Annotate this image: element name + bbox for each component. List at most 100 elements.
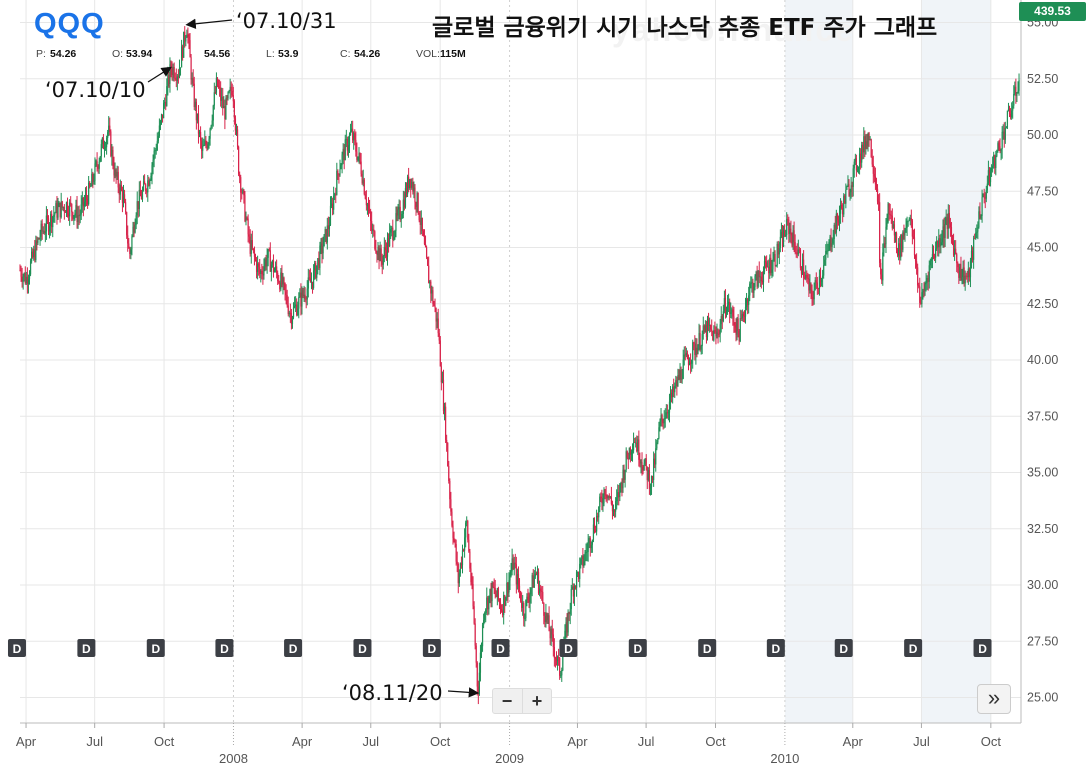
scroll-right-button[interactable]: » <box>977 684 1011 714</box>
candle-body <box>935 248 937 258</box>
candle-body <box>771 269 773 273</box>
candle-body <box>223 105 225 109</box>
candle-body <box>265 259 267 267</box>
candle-body <box>197 113 200 134</box>
y-tick-label: 42.50 <box>1027 297 1058 311</box>
candle-body <box>936 241 938 249</box>
candle-body <box>37 238 39 243</box>
candle-body <box>917 267 919 286</box>
candle-body <box>648 470 651 489</box>
dividend-marker-box <box>973 639 992 657</box>
candle-body <box>393 237 395 240</box>
candle-body <box>860 153 862 163</box>
candle-body <box>93 180 95 182</box>
candle-body <box>528 600 530 603</box>
candle-body <box>639 459 641 464</box>
candle-body <box>19 270 21 271</box>
candle-body <box>922 290 924 293</box>
candle-body <box>187 34 189 37</box>
candle-body <box>998 143 1000 147</box>
candle-body <box>841 204 843 208</box>
candle-body <box>238 146 240 175</box>
candle-body <box>797 249 799 255</box>
candle-body <box>906 221 908 229</box>
candle-body <box>875 184 878 189</box>
candle-body <box>541 591 543 592</box>
candle-body <box>122 194 125 203</box>
candle-body <box>861 144 863 163</box>
candle-body <box>655 448 657 465</box>
candle-body <box>39 236 41 240</box>
candle-body <box>323 234 325 247</box>
candle-body <box>778 248 780 255</box>
candle-body <box>774 254 776 266</box>
candle-body <box>999 146 1001 152</box>
dividend-marker-label: D <box>428 642 437 656</box>
dividend-marker-box <box>77 639 96 657</box>
candle-body <box>716 332 718 337</box>
candle-body <box>120 184 122 191</box>
candle-body <box>720 315 722 325</box>
candle-body <box>945 217 947 225</box>
candle-body <box>135 215 137 225</box>
x-year-label: 2009 <box>495 751 524 766</box>
zoom-out-button[interactable]: − <box>501 691 513 711</box>
x-tick-label: Apr <box>843 734 864 749</box>
candle-body <box>542 591 544 604</box>
candle-body <box>607 495 609 499</box>
candle-body <box>418 212 420 221</box>
ohlc-vol-label: VOL: <box>416 48 440 60</box>
candle-body <box>456 561 458 564</box>
candle-body <box>793 230 795 243</box>
candle-body <box>653 458 655 480</box>
candle-body <box>471 582 473 585</box>
candle-body <box>686 352 689 359</box>
candle-body <box>52 216 54 228</box>
candle-body <box>974 238 976 240</box>
candle-body <box>305 298 307 300</box>
candle-body <box>970 250 973 261</box>
candle-body <box>485 609 487 613</box>
candle-body <box>338 173 340 176</box>
candle-body <box>883 243 885 253</box>
candle-body <box>454 540 456 545</box>
candle-body <box>1004 127 1006 140</box>
candle-body <box>414 187 416 203</box>
ticker-symbol: QQQ <box>34 8 105 40</box>
dividend-marker: D <box>834 639 853 657</box>
candle-body <box>1009 113 1012 118</box>
candle-body <box>46 215 49 219</box>
candle-body <box>981 197 983 216</box>
candle-body <box>423 235 426 245</box>
candle-body <box>424 244 427 248</box>
candle-body <box>681 378 683 380</box>
candle-body <box>460 563 463 566</box>
x-tick-label: Oct <box>705 734 726 749</box>
candle-body <box>54 213 56 215</box>
candle-body <box>698 333 700 346</box>
candle-body <box>617 492 619 498</box>
candle-body <box>634 442 636 443</box>
candle-body <box>696 347 698 355</box>
ohlc-o-value: 53.94 <box>126 48 153 60</box>
candle-body <box>835 213 837 233</box>
candle-body <box>604 489 606 495</box>
candle-body <box>791 235 793 246</box>
ohlc-l-value: 53.9 <box>278 48 299 60</box>
candle-body <box>480 646 483 653</box>
candle-body <box>88 182 90 205</box>
candle-body <box>914 255 917 262</box>
candle-body <box>405 188 408 195</box>
candle-body <box>621 483 623 489</box>
candle-body <box>489 589 491 596</box>
candle-body <box>506 582 508 598</box>
candle-body <box>890 214 892 216</box>
candle-body <box>584 552 586 562</box>
zoom-in-button[interactable]: + <box>522 689 551 713</box>
candle-body <box>84 195 87 202</box>
candle-body <box>829 236 831 242</box>
candle-body <box>352 128 354 141</box>
candle-body <box>297 308 299 315</box>
candle-body <box>948 213 950 224</box>
